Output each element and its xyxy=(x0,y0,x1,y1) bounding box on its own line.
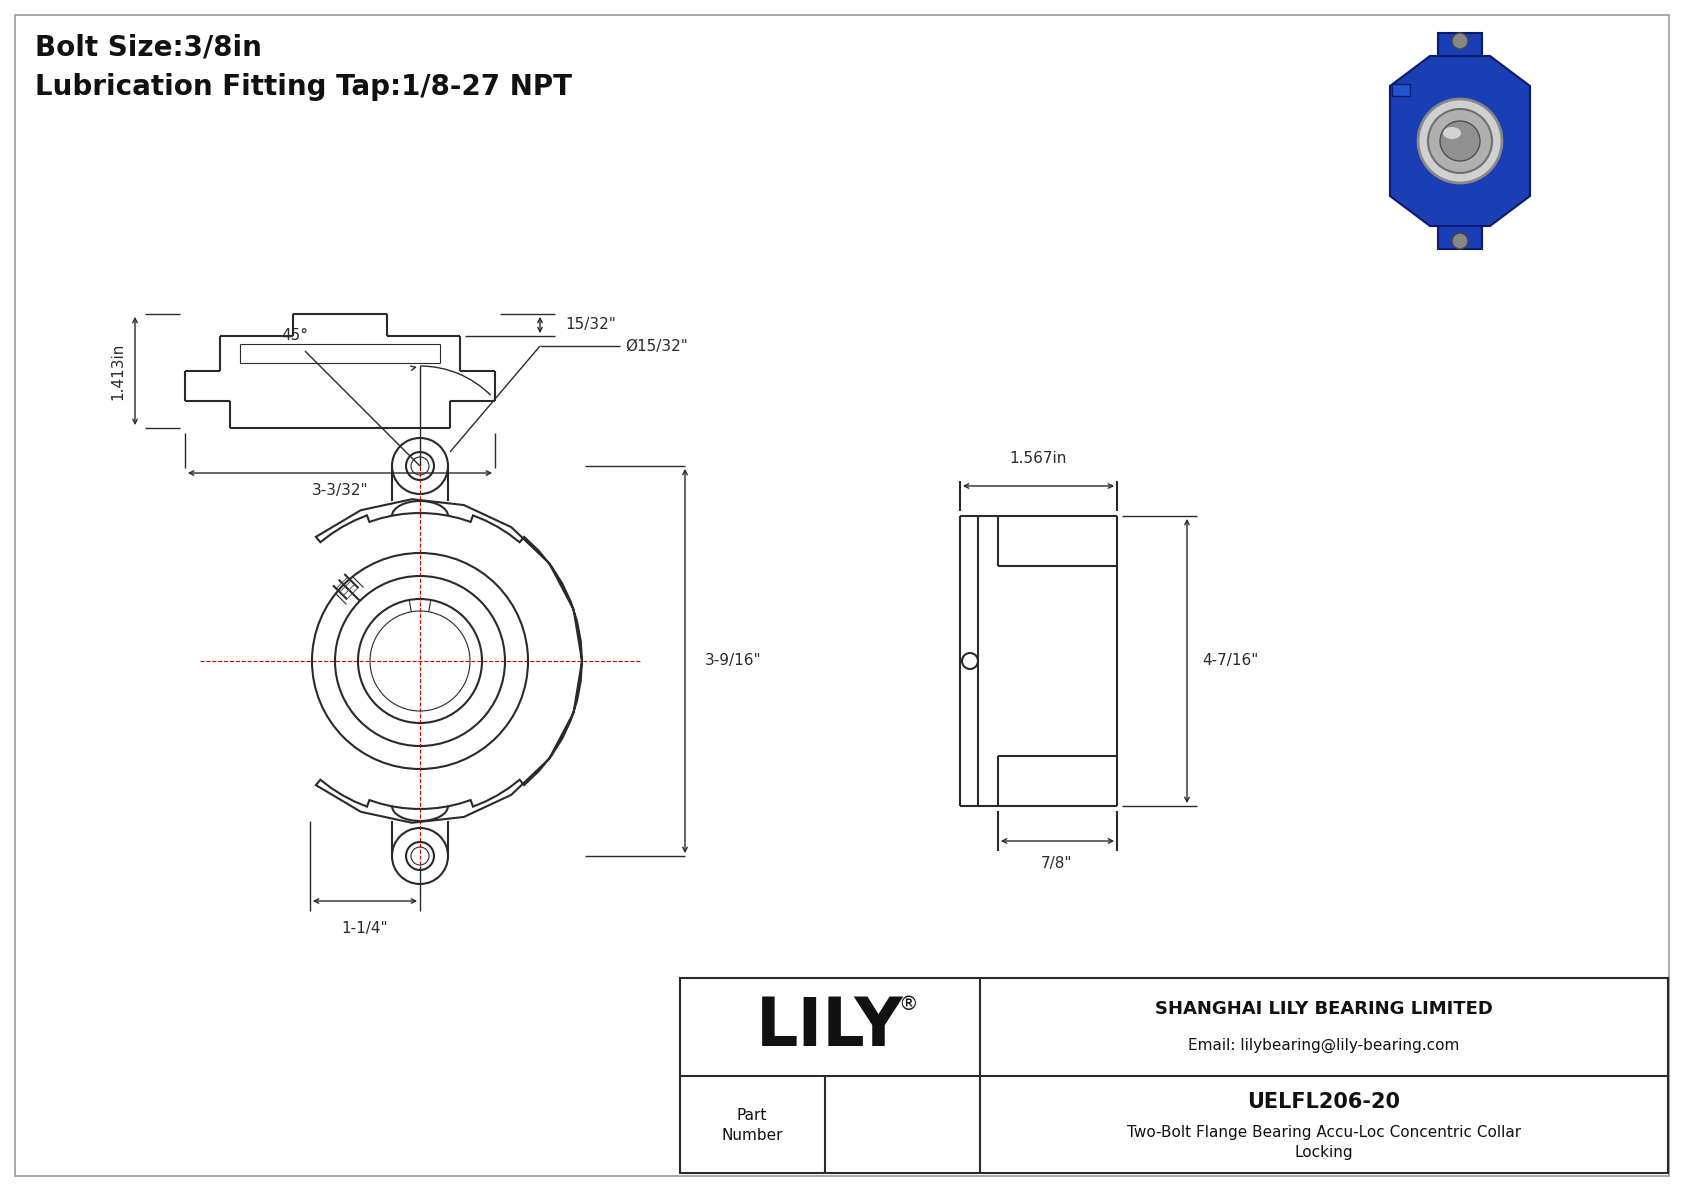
Circle shape xyxy=(1452,233,1468,249)
Circle shape xyxy=(1452,33,1468,49)
Text: 15/32": 15/32" xyxy=(566,318,616,332)
Bar xyxy=(1393,85,1410,96)
Text: UELFL206-20: UELFL206-20 xyxy=(1248,1092,1401,1112)
Text: Part: Part xyxy=(738,1109,768,1123)
Text: Email: lilybearing@lily-bearing.com: Email: lilybearing@lily-bearing.com xyxy=(1189,1037,1460,1053)
Ellipse shape xyxy=(1443,127,1462,139)
Polygon shape xyxy=(1438,33,1482,56)
Text: Locking: Locking xyxy=(1295,1145,1354,1160)
Polygon shape xyxy=(1438,226,1482,249)
Text: 45°: 45° xyxy=(281,329,308,343)
Text: 3-9/16": 3-9/16" xyxy=(706,654,761,668)
Text: 4-7/16": 4-7/16" xyxy=(1202,654,1258,668)
Text: Bolt Size:3/8in: Bolt Size:3/8in xyxy=(35,33,263,61)
Text: Lubrication Fitting Tap:1/8-27 NPT: Lubrication Fitting Tap:1/8-27 NPT xyxy=(35,73,573,101)
Text: Number: Number xyxy=(721,1129,783,1143)
Polygon shape xyxy=(1389,56,1531,226)
Text: SHANGHAI LILY BEARING LIMITED: SHANGHAI LILY BEARING LIMITED xyxy=(1155,1000,1494,1018)
Circle shape xyxy=(1418,99,1502,183)
Text: Two-Bolt Flange Bearing Accu-Loc Concentric Collar: Two-Bolt Flange Bearing Accu-Loc Concent… xyxy=(1127,1124,1521,1140)
Circle shape xyxy=(1428,110,1492,173)
Text: 1.413in: 1.413in xyxy=(109,342,125,400)
Text: ®: ® xyxy=(898,996,918,1015)
Text: Ø15/32": Ø15/32" xyxy=(625,338,687,354)
Text: 7/8": 7/8" xyxy=(1041,856,1073,871)
Text: 1-1/4": 1-1/4" xyxy=(342,921,389,936)
Text: LILY: LILY xyxy=(756,994,904,1060)
Text: 1.567in: 1.567in xyxy=(1009,451,1066,466)
Text: 3-3/32": 3-3/32" xyxy=(312,484,369,498)
Bar xyxy=(680,978,1667,1173)
Circle shape xyxy=(1440,121,1480,161)
